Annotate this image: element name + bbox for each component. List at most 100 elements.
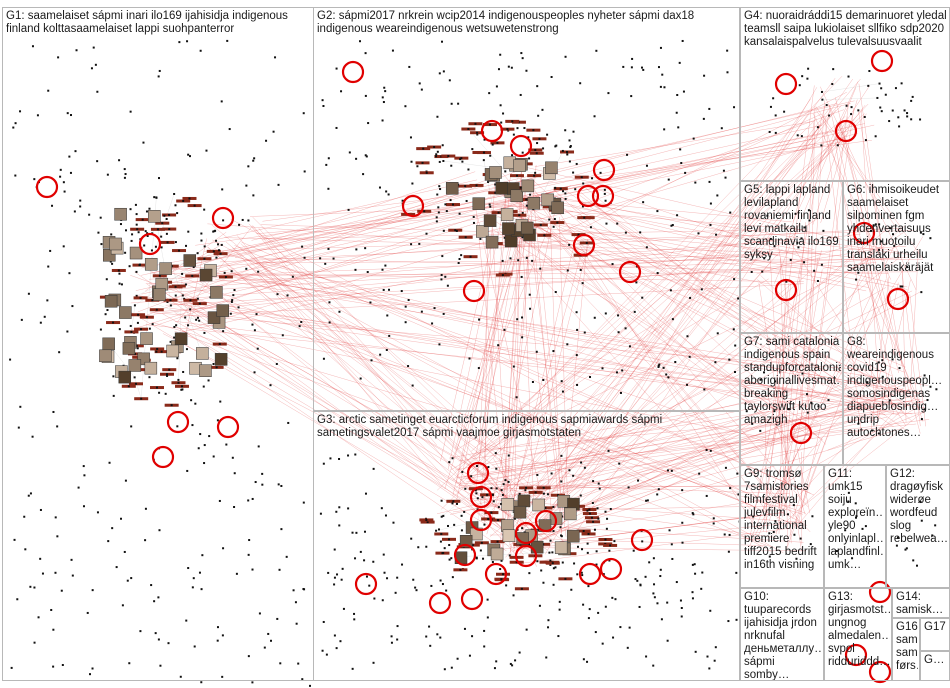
node xyxy=(118,272,121,275)
edge xyxy=(475,229,529,454)
node xyxy=(382,288,385,291)
edge xyxy=(198,280,510,517)
edge xyxy=(538,241,770,285)
node xyxy=(527,136,530,139)
node xyxy=(199,433,202,436)
node xyxy=(763,371,766,374)
node xyxy=(666,601,669,604)
node xyxy=(855,515,858,518)
node xyxy=(185,348,188,351)
edge xyxy=(531,108,830,494)
node xyxy=(703,388,706,391)
node xyxy=(559,187,562,190)
node xyxy=(552,505,555,508)
node xyxy=(75,49,78,52)
node xyxy=(499,104,502,107)
edge xyxy=(909,294,926,427)
node xyxy=(657,66,660,69)
edge xyxy=(503,192,525,555)
node xyxy=(878,248,881,251)
node xyxy=(588,608,591,611)
edge xyxy=(748,292,880,548)
node xyxy=(847,491,850,494)
node xyxy=(178,249,181,252)
node xyxy=(253,157,256,160)
node xyxy=(303,256,306,259)
node xyxy=(126,579,129,582)
node xyxy=(438,160,441,163)
node xyxy=(670,469,673,472)
edge xyxy=(780,257,789,547)
node xyxy=(174,241,177,244)
node xyxy=(198,571,201,574)
edge xyxy=(591,203,905,413)
node xyxy=(148,327,151,330)
node xyxy=(768,532,771,535)
node xyxy=(212,362,215,365)
edge xyxy=(771,85,815,420)
node xyxy=(612,636,615,639)
edge xyxy=(259,257,889,275)
edge xyxy=(523,375,923,518)
edge xyxy=(466,438,789,483)
node xyxy=(645,655,648,658)
node xyxy=(281,334,284,337)
node xyxy=(233,505,236,508)
avatar-node xyxy=(476,225,489,238)
edge xyxy=(505,248,783,558)
edge xyxy=(534,271,810,526)
node xyxy=(648,561,651,564)
node xyxy=(691,591,694,594)
node xyxy=(847,500,850,503)
node xyxy=(29,492,32,495)
node xyxy=(253,371,256,374)
node xyxy=(407,365,410,368)
node xyxy=(911,95,914,98)
node xyxy=(534,171,537,174)
edge xyxy=(180,171,476,272)
node xyxy=(181,388,184,391)
node xyxy=(542,147,545,150)
node xyxy=(544,506,547,509)
node xyxy=(766,214,769,217)
edge xyxy=(812,116,849,225)
node xyxy=(321,649,324,652)
node xyxy=(215,256,218,259)
node xyxy=(295,622,298,625)
node xyxy=(469,255,472,258)
node xyxy=(904,548,907,551)
edge xyxy=(475,184,511,492)
ring-node xyxy=(462,279,486,303)
node xyxy=(548,551,551,554)
node xyxy=(569,145,572,148)
node xyxy=(602,573,605,576)
node xyxy=(582,603,585,606)
edge xyxy=(773,406,918,491)
group-box-g2: G2: sápmi2017 nrkrein wcip2014 indigenou… xyxy=(313,7,740,411)
node xyxy=(276,617,279,620)
node xyxy=(187,324,190,327)
node xyxy=(247,553,250,556)
node xyxy=(675,581,678,584)
node xyxy=(52,628,55,631)
node xyxy=(657,365,660,368)
node xyxy=(712,522,715,525)
node xyxy=(388,288,391,291)
edge xyxy=(763,283,792,532)
node xyxy=(603,192,606,195)
node xyxy=(659,568,662,571)
node xyxy=(286,294,289,297)
node xyxy=(255,313,258,316)
node xyxy=(906,115,909,118)
node xyxy=(548,218,551,221)
node xyxy=(442,312,445,315)
node xyxy=(586,551,589,554)
node xyxy=(497,344,500,347)
node xyxy=(148,376,151,379)
avatar-node xyxy=(210,286,223,299)
edge xyxy=(483,290,913,499)
edge xyxy=(185,303,487,476)
node xyxy=(251,323,254,326)
edge xyxy=(553,189,827,445)
node xyxy=(552,530,555,533)
